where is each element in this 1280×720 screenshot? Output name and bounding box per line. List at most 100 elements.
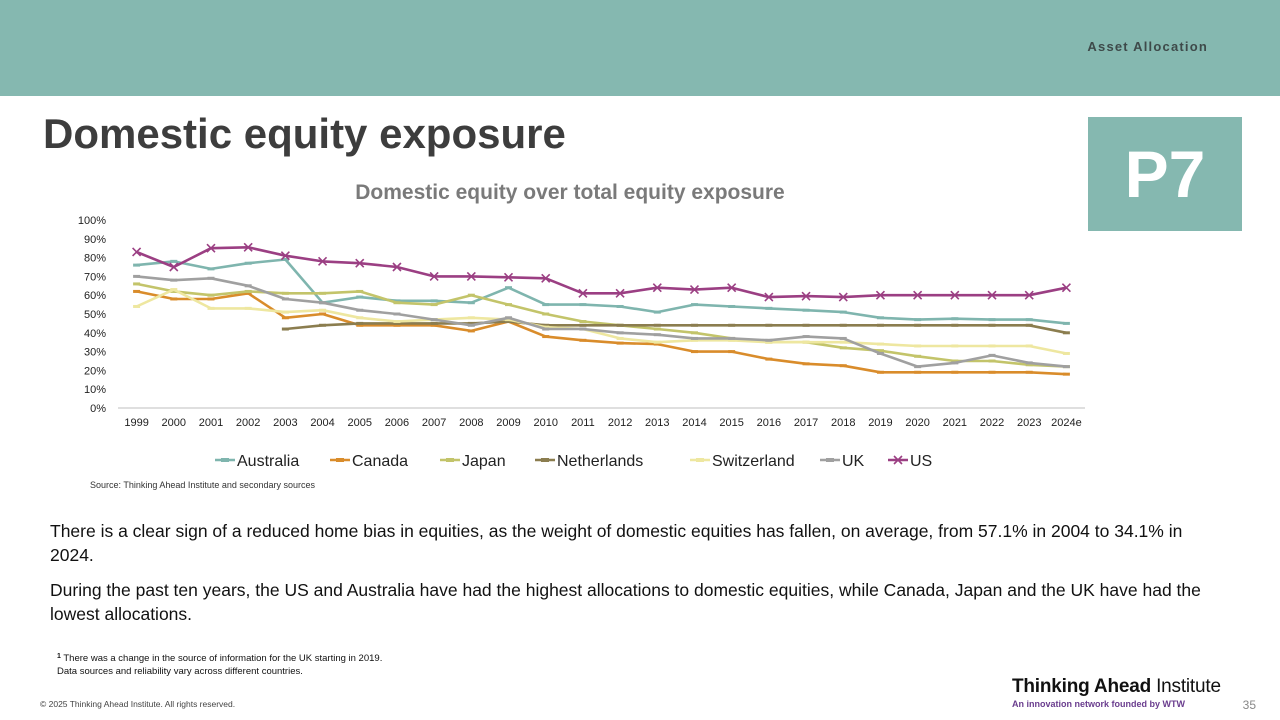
data-point <box>355 258 365 268</box>
series-australia <box>133 257 1070 325</box>
x-tick-label: 2000 <box>162 417 186 429</box>
y-tick-label: 0% <box>90 403 106 415</box>
logo-bold-text: Thinking Ahead <box>1012 676 1151 697</box>
series-line <box>136 275 1067 368</box>
series-line <box>136 288 1067 355</box>
series-canada <box>133 289 1070 376</box>
x-tick-label: 2010 <box>533 417 557 429</box>
legend-label: Canada <box>352 453 408 470</box>
legend-label: Japan <box>462 453 506 470</box>
data-point <box>578 288 588 298</box>
x-tick-label: 2021 <box>943 417 967 429</box>
y-tick-label: 20% <box>84 365 106 377</box>
series-line <box>136 290 1067 376</box>
y-tick-label: 50% <box>84 309 106 321</box>
x-tick-label: 2003 <box>273 417 297 429</box>
x-tick-label: 2019 <box>868 417 892 429</box>
data-point <box>503 272 514 282</box>
x-tick-label: 2007 <box>422 417 446 429</box>
x-tick-label: 2004 <box>310 417 334 429</box>
x-tick-label: 2005 <box>348 417 372 429</box>
data-point <box>206 243 216 253</box>
data-point <box>689 284 700 295</box>
data-point <box>1061 283 1071 293</box>
data-point <box>875 290 886 300</box>
data-point <box>913 290 923 300</box>
legend-item-canada: Canada <box>330 453 408 470</box>
data-point <box>541 273 551 283</box>
series-line <box>136 258 1067 325</box>
series-line <box>136 246 1067 299</box>
data-point <box>652 283 662 293</box>
paragraph-home-bias: There is a clear sign of a reduced home … <box>50 521 1183 565</box>
x-tick-label: 2017 <box>794 417 818 429</box>
data-point <box>764 292 774 302</box>
chart-axes: 0% 10% 20% 30% 40% 50% 60% 70% 80% 90% 100% 1999 200… <box>78 215 1085 429</box>
footnote-line-1: There was a change in the source of info… <box>63 653 383 664</box>
page-badge: P7 <box>1088 117 1242 231</box>
x-tick-label: 2009 <box>496 417 520 429</box>
legend-item-uk: UK <box>820 453 865 470</box>
x-tick-label: 2022 <box>980 417 1004 429</box>
chart-title: Domestic equity over total equity exposu… <box>355 181 784 204</box>
x-tick-label: 2006 <box>385 417 409 429</box>
data-point <box>838 292 848 302</box>
x-tick-label: 2008 <box>459 417 483 429</box>
section-label: Asset Allocation <box>1087 39 1208 54</box>
legend-item-netherlands: Netherlands <box>535 453 643 470</box>
series-line <box>136 282 1067 368</box>
logo-tagline: An innovation network founded by WTW <box>1012 699 1185 709</box>
logo-rest-text: Institute <box>1151 676 1221 697</box>
x-tick-label: 2013 <box>645 417 669 429</box>
series-switzerland <box>133 288 1070 355</box>
series-line <box>285 320 1067 335</box>
legend-label: Australia <box>237 453 299 470</box>
x-tick-label: 2020 <box>905 417 929 429</box>
data-point <box>280 251 290 261</box>
footnote-marker: 1 <box>57 653 61 660</box>
x-tick-label: 2011 <box>571 417 595 429</box>
legend-label: Netherlands <box>557 453 643 470</box>
y-tick-label: 30% <box>84 347 106 359</box>
y-tick-label: 90% <box>84 234 106 246</box>
x-tick-label: 2012 <box>608 417 632 429</box>
legend-item-switzerland: Switzerland <box>690 453 795 470</box>
legend-label: Switzerland <box>712 453 795 470</box>
x-tick-label: 2015 <box>719 417 743 429</box>
y-tick-label: 100% <box>78 215 106 227</box>
y-tick-label: 70% <box>84 271 106 283</box>
y-tick-label: 80% <box>84 253 106 265</box>
data-point <box>615 288 625 298</box>
footnote-line-2: Data sources and reliability vary across… <box>57 666 303 677</box>
data-point <box>950 290 960 300</box>
data-point <box>169 262 179 272</box>
x-tick-label: 2001 <box>199 417 223 429</box>
x-tick-label: 2018 <box>831 417 855 429</box>
copyright: © 2025 Thinking Ahead Institute. All rig… <box>40 699 236 709</box>
chart-series <box>132 242 1071 376</box>
series-uk <box>133 274 1070 369</box>
header-banner: Asset Allocation <box>0 0 1280 96</box>
legend-label: UK <box>842 453 865 470</box>
x-tick-label: 2014 <box>682 417 706 429</box>
x-tick-label: 2024e <box>1051 417 1082 429</box>
footnote: 1 There was a change in the source of in… <box>57 650 382 678</box>
line-chart: Domestic equity over total equity exposu… <box>78 181 1085 470</box>
x-tick-label: 2002 <box>236 417 260 429</box>
y-tick-label: 10% <box>84 384 106 396</box>
x-tick-label: 1999 <box>124 417 148 429</box>
legend-item-us: US <box>888 453 932 470</box>
data-point <box>727 283 737 293</box>
data-point <box>1024 290 1034 300</box>
data-point <box>317 256 328 266</box>
series-us <box>132 242 1071 302</box>
legend-item-australia: Australia <box>215 453 299 470</box>
chart-legend: Australia Canada Japan Netherlands Switzerla… <box>215 453 932 470</box>
institute-logo: Thinking Ahead Institute An innovation n… <box>1012 676 1221 709</box>
data-point <box>132 247 142 257</box>
page-title: Domestic equity exposure <box>43 110 566 157</box>
data-point <box>801 291 811 301</box>
y-tick-label: 40% <box>84 328 106 340</box>
series-netherlands <box>281 320 1070 335</box>
data-point <box>243 242 253 252</box>
